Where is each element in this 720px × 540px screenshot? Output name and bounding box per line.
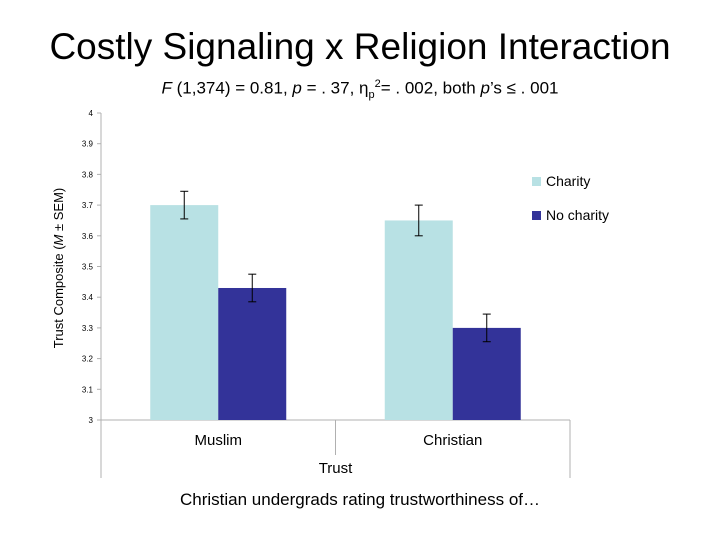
legend-label-no-charity: No charity (546, 207, 609, 223)
subtitle-f-rest: (1,374) = 0.81, (171, 78, 293, 98)
x-axis-title: Trust (319, 460, 353, 477)
bar-no-charity-muslim (218, 287, 287, 420)
y-tick-label: 3.6 (82, 232, 94, 241)
subtitle-p1-letter: p (292, 78, 302, 98)
bar-no-charity-christian (452, 327, 521, 420)
y-tick-label: 3.2 (82, 355, 94, 364)
y-tick-label: 3.1 (82, 385, 94, 394)
chart-subtitle: F (1,374) = 0.81, p = . 37, ηp2= . 002, … (0, 78, 720, 101)
subtitle-p1-rest: = . 37, η (301, 78, 369, 98)
y-tick-label: 3.7 (82, 201, 94, 210)
y-tick-label: 3.4 (82, 293, 94, 302)
y-tick-label: 3.5 (82, 263, 94, 272)
bar-charity-muslim (150, 205, 219, 420)
bar-charity-christian (384, 220, 453, 420)
subtitle-eta-sup: 2 (374, 78, 381, 90)
y-tick-label: 4 (89, 109, 94, 118)
y-tick-label: 3.3 (82, 324, 94, 333)
subtitle-eta-rest: = . 002, both (380, 78, 481, 98)
legend-swatch-no-charity (532, 211, 541, 220)
footer-caption: Christian undergrads rating trustworthin… (180, 490, 540, 509)
legend-label-charity: Charity (546, 173, 590, 189)
legend-swatch-charity (532, 177, 541, 186)
category-label: Muslim (195, 432, 243, 449)
y-tick-label: 3.9 (82, 140, 94, 149)
subtitle-p2-letter: p (480, 78, 490, 98)
category-label: Christian (423, 432, 482, 449)
y-tick-label: 3.8 (82, 170, 94, 179)
y-axis-title: Trust Composite (M ± SEM) (51, 188, 66, 349)
y-tick-label: 3 (89, 416, 94, 425)
chart-title: Costly Signaling x Religion Interaction (49, 26, 671, 67)
subtitle-eta-sub: p (368, 89, 375, 102)
subtitle-p2-rest: ’s ≤ . 001 (489, 78, 559, 98)
subtitle-f-letter: F (161, 78, 172, 98)
